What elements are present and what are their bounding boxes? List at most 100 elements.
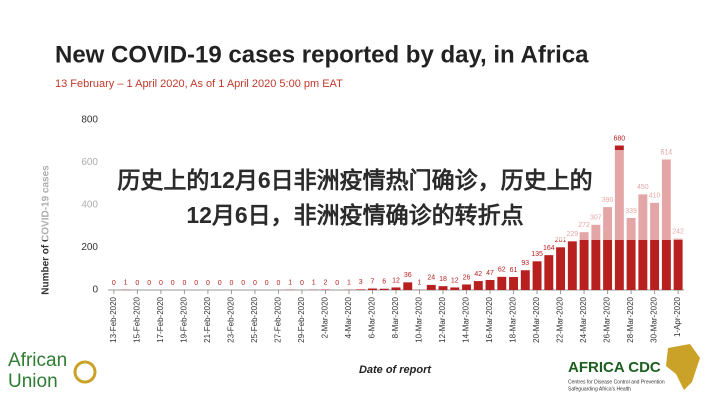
bar xyxy=(626,217,636,290)
bar xyxy=(368,288,377,290)
x-tick-label: 21-Feb-2020 xyxy=(203,296,212,342)
value-label: 0 xyxy=(335,280,339,287)
value-label: 93 xyxy=(521,260,529,267)
x-tick-label: 4-Mar-2020 xyxy=(344,296,353,338)
bar xyxy=(673,238,683,290)
bar xyxy=(485,280,495,290)
logo-text: African xyxy=(8,350,67,371)
value-label: 36 xyxy=(404,272,412,279)
chart-title: New COVID-19 cases reported by day, in A… xyxy=(55,41,589,68)
bar xyxy=(473,281,483,290)
left-logo: African Union xyxy=(8,350,97,392)
value-label: 26 xyxy=(463,274,471,281)
value-label: 1 xyxy=(312,280,316,287)
bar xyxy=(509,277,519,290)
y-tick-label: 800 xyxy=(81,115,98,126)
value-label: 2 xyxy=(324,279,328,286)
value-label: 0 xyxy=(147,280,151,287)
value-label: 1 xyxy=(124,280,128,287)
value-label: 18 xyxy=(439,276,447,283)
bar xyxy=(556,247,566,290)
bar xyxy=(356,289,366,290)
value-label: 7 xyxy=(371,278,375,285)
value-label: 164 xyxy=(543,245,555,252)
logo-text: AFRICA CDC xyxy=(568,359,661,376)
value-label: 0 xyxy=(171,280,175,287)
value-label: 0 xyxy=(159,280,163,287)
value-label: 0 xyxy=(112,280,116,287)
value-label: 680 xyxy=(614,135,626,142)
bar xyxy=(450,287,460,290)
logo-text: Union xyxy=(8,371,58,392)
bar xyxy=(426,284,436,290)
value-label: 12 xyxy=(451,277,459,284)
bar xyxy=(379,288,389,290)
x-tick-label: 20-Mar-2020 xyxy=(532,296,541,342)
x-tick-label: 18-Mar-2020 xyxy=(509,296,518,342)
x-tick-label: 8-Mar-2020 xyxy=(391,296,400,338)
x-tick-label: 29-Feb-2020 xyxy=(297,296,306,342)
overlay-band xyxy=(0,150,711,240)
y-tick-label: 200 xyxy=(81,242,98,253)
value-label: 3 xyxy=(359,279,363,286)
x-tick-label: 2-Mar-2020 xyxy=(321,296,330,338)
logo-emblem xyxy=(73,360,97,384)
value-label: 0 xyxy=(182,280,186,287)
x-tick-label: 1-Apr-2020 xyxy=(673,296,682,337)
value-label: 201 xyxy=(555,237,567,244)
x-tick-label: 26-Mar-2020 xyxy=(603,296,612,342)
bar xyxy=(403,282,413,290)
value-label: 0 xyxy=(241,280,245,287)
x-tick-label: 14-Mar-2020 xyxy=(462,296,471,342)
value-label: 1 xyxy=(347,280,351,287)
value-label: 0 xyxy=(206,280,210,287)
value-label: 12 xyxy=(392,277,400,284)
x-tick-label: 30-Mar-2020 xyxy=(650,296,659,342)
bar xyxy=(520,270,530,290)
overlay-text: 12月6日，非洲疫情确诊的转折点 xyxy=(186,202,523,228)
x-tick-label: 28-Mar-2020 xyxy=(626,296,635,342)
bar xyxy=(603,207,613,290)
x-tick-label: 27-Feb-2020 xyxy=(274,296,283,342)
x-tick-label: 13-Feb-2020 xyxy=(109,296,118,342)
value-label: 6 xyxy=(382,279,386,286)
overlay-text: 历史上的12月6日非洲疫情热门确诊，历史上的 xyxy=(117,167,592,193)
bar xyxy=(638,194,648,290)
bar xyxy=(579,232,589,290)
value-label: 0 xyxy=(229,280,233,287)
bar xyxy=(462,284,471,290)
value-label: 1 xyxy=(288,280,292,287)
value-label: 1 xyxy=(418,280,422,287)
value-label: 135 xyxy=(531,251,543,258)
x-tick-label: 6-Mar-2020 xyxy=(368,296,377,338)
bar xyxy=(544,255,554,290)
bar xyxy=(391,287,401,290)
value-label: 0 xyxy=(300,280,304,287)
value-label: 0 xyxy=(218,280,222,287)
chart-subtitle: 13 February – 1 April 2020, As of 1 Apri… xyxy=(55,78,343,90)
value-label: 24 xyxy=(427,275,435,282)
bar xyxy=(532,261,542,290)
bar xyxy=(497,276,507,290)
logo-map xyxy=(666,344,700,390)
x-tick-label: 24-Mar-2020 xyxy=(579,296,588,342)
value-label: 0 xyxy=(276,280,280,287)
x-tick-label: 15-Feb-2020 xyxy=(132,296,141,342)
bar xyxy=(650,202,660,290)
bar xyxy=(438,286,448,290)
x-tick-label: 19-Feb-2020 xyxy=(180,296,189,342)
x-tick-label: 17-Feb-2020 xyxy=(156,296,165,342)
logo-subtext: Centres for Disease Control and Preventi… xyxy=(568,379,665,385)
logo-subtext: Safeguarding Africa's Health xyxy=(568,386,631,392)
bar xyxy=(591,224,601,290)
value-label: 42 xyxy=(474,271,482,278)
bar xyxy=(567,241,577,290)
value-label: 61 xyxy=(510,267,518,274)
x-tick-label: 10-Mar-2020 xyxy=(415,296,424,342)
x-tick-label: 16-Mar-2020 xyxy=(485,296,494,342)
value-label: 0 xyxy=(265,280,269,287)
x-tick-label: 25-Feb-2020 xyxy=(250,296,259,342)
y-tick-label: 0 xyxy=(92,285,98,296)
value-label: 62 xyxy=(498,267,506,274)
